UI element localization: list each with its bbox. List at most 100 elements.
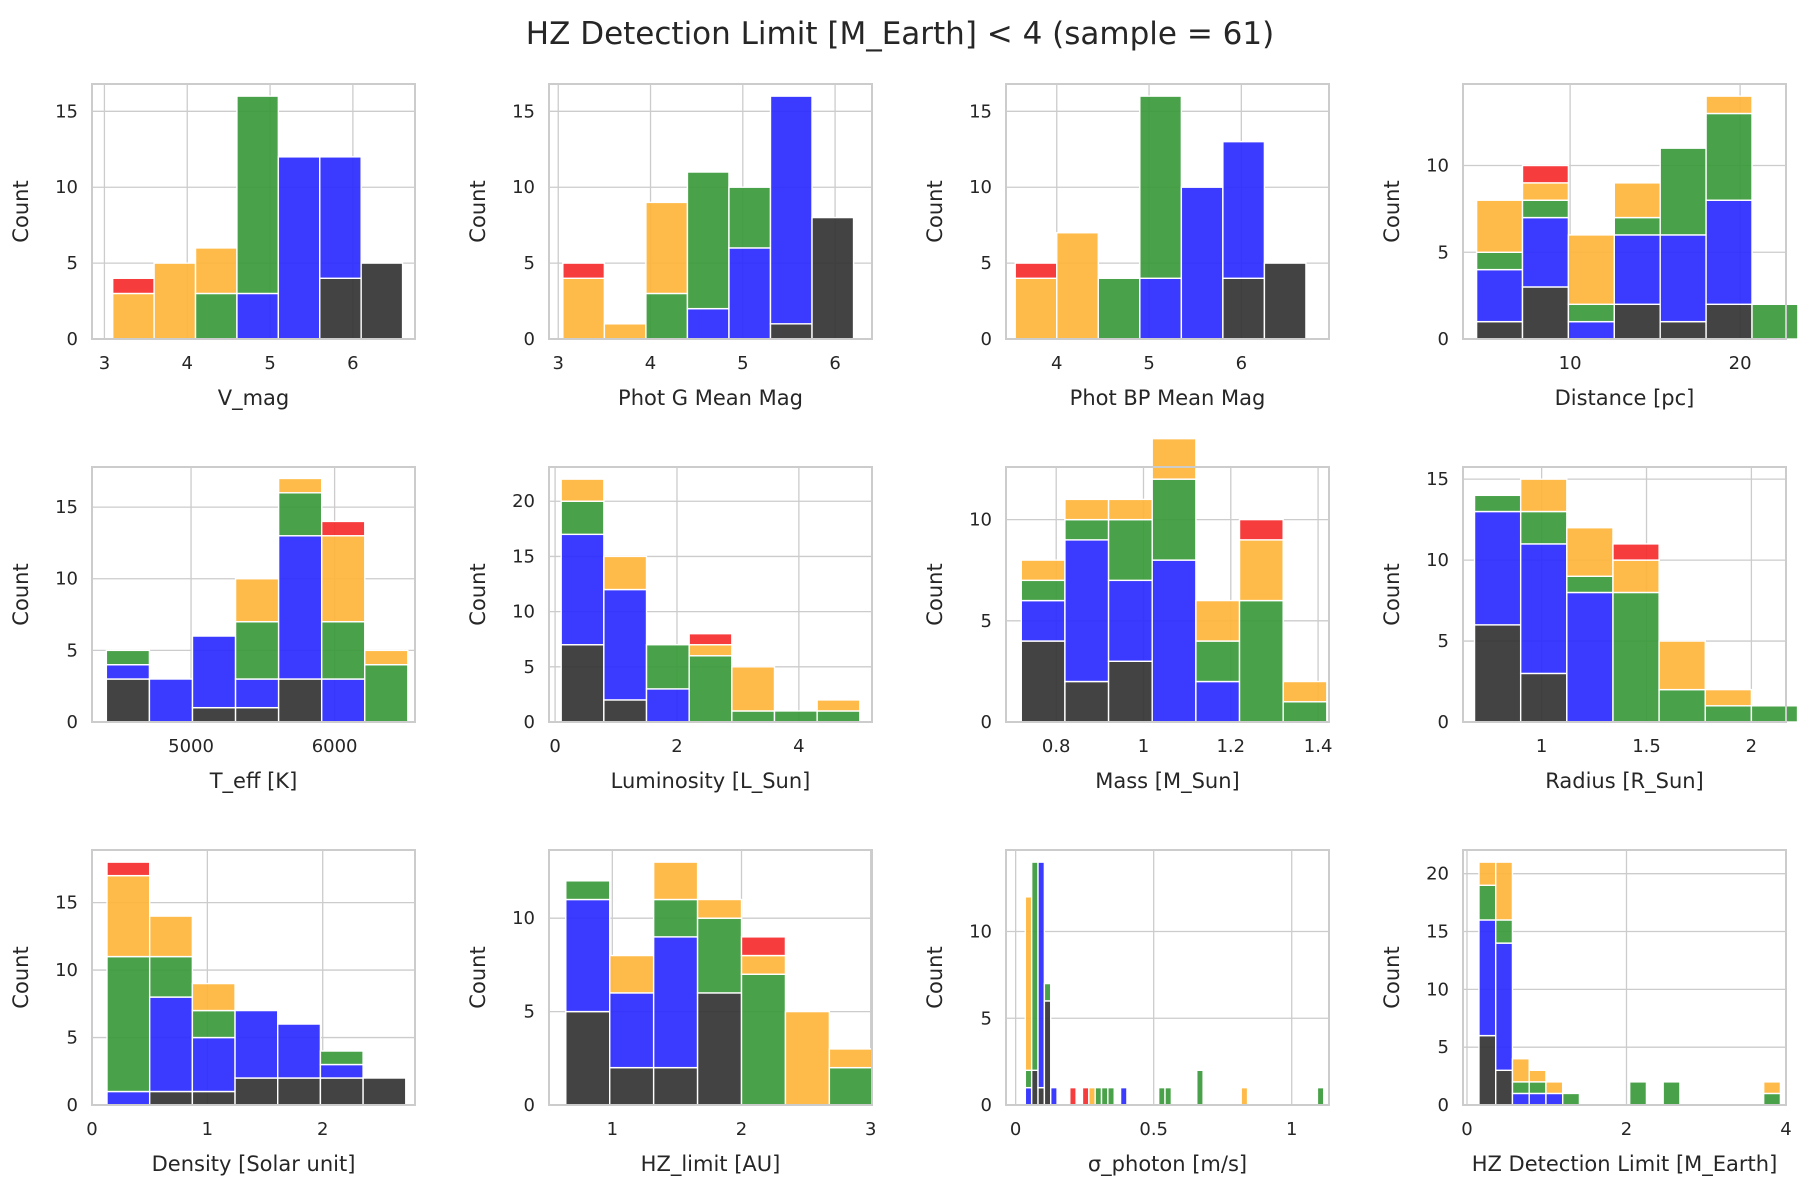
histogram-bar-green <box>731 710 776 723</box>
histogram-bar-orange <box>1282 680 1328 703</box>
histogram-bar-orange <box>277 477 323 494</box>
histogram-bar-green <box>652 898 699 938</box>
histogram-bar-green <box>560 500 605 536</box>
histogram-bar-black <box>319 277 362 340</box>
histogram-bar-green <box>194 292 238 340</box>
histogram-bar-orange <box>191 982 236 1012</box>
y-tick-label: 15 <box>55 497 78 518</box>
histogram-bar-black <box>1064 680 1110 723</box>
histogram-bar-red <box>1612 543 1660 561</box>
histogram-bar-blue <box>603 588 648 701</box>
x-tick-label: 10 <box>1559 353 1582 374</box>
y-tick-label: 10 <box>969 922 992 943</box>
histogram-bar-green <box>816 710 861 723</box>
y-tick-label: 5 <box>981 253 992 274</box>
histogram-bar-blue <box>191 635 237 709</box>
plot-frame <box>548 849 873 1106</box>
histogram-bar-orange <box>560 478 605 502</box>
x-tick-label: 5 <box>1143 353 1154 374</box>
histogram-bar-green <box>1064 518 1110 541</box>
histogram-bar-orange <box>1088 1086 1096 1106</box>
histogram-bar-green <box>1094 1086 1103 1106</box>
plot-frame <box>1462 849 1787 1106</box>
histogram-bar-blue <box>148 996 194 1093</box>
histogram-bar-green <box>1151 478 1197 561</box>
y-axis-label: Count <box>923 180 947 242</box>
histogram-bar-black <box>362 1077 407 1106</box>
histogram-bar-green <box>740 973 787 1106</box>
histogram-bar-black <box>105 678 151 723</box>
histogram-bar-green <box>1195 640 1241 683</box>
histogram-bar-green <box>696 917 743 994</box>
histogram-bar-orange <box>234 578 280 623</box>
y-axis-label: Count <box>9 563 33 625</box>
y-tick-label: 5 <box>524 253 535 274</box>
histogram-bar-blue <box>191 1036 236 1093</box>
histogram-bar-red <box>1521 164 1570 184</box>
x-tick-label: 2 <box>1746 736 1757 757</box>
histogram-bar-black <box>1020 640 1066 723</box>
histogram-bar-orange <box>106 874 151 958</box>
histogram-bar-green <box>105 649 151 666</box>
histogram-bar-black <box>319 1077 364 1106</box>
x-tick-label: 1 <box>1536 736 1547 757</box>
y-tick-label: 15 <box>55 101 78 122</box>
y-tick-label: 15 <box>1426 469 1449 490</box>
y-tick-label: 0 <box>981 329 992 350</box>
histogram-bar-green <box>191 1009 236 1039</box>
histogram-bar-black <box>1613 303 1661 340</box>
histogram-bar-blue <box>1705 199 1753 306</box>
histogram-bar-blue <box>1566 591 1614 723</box>
histogram-bar-black <box>652 1066 699 1106</box>
x-tick-label: 4 <box>1780 1119 1791 1140</box>
histogram-panel: 0 5 10 10 20 Distance [pc] Count <box>1380 83 1799 410</box>
histogram-bar-red <box>740 936 787 957</box>
y-axis-label: Count <box>9 180 33 242</box>
histogram-bar-black <box>277 1077 322 1106</box>
histogram-bar-green <box>686 171 730 310</box>
plot-frame <box>1005 849 1330 1106</box>
histogram-bar-red <box>562 262 606 279</box>
histogram-panel: 0 5 10 15 4 5 6 Phot BP Mean Mag Count <box>923 83 1330 410</box>
histogram-bar-blue <box>1139 277 1183 340</box>
x-tick-label: 4 <box>793 736 804 757</box>
histogram-bar-black <box>696 992 743 1106</box>
histogram-bar-orange <box>1658 640 1706 691</box>
y-axis-label: Count <box>1380 946 1404 1008</box>
histogram-bar-green <box>1475 251 1524 271</box>
x-tick-label: 0.5 <box>1139 1119 1168 1140</box>
histogram-bar-orange <box>1064 498 1110 521</box>
histogram-bar-green <box>1704 705 1753 723</box>
histogram-bar-green <box>1561 1092 1581 1106</box>
x-tick-label: 4 <box>182 353 193 374</box>
histogram-bar-black <box>1037 1086 1046 1106</box>
histogram-bar-green <box>1024 1069 1033 1089</box>
y-tick-label: 0 <box>981 1095 992 1116</box>
histogram-bar-orange <box>652 861 699 901</box>
histogram-bar-green <box>828 1066 874 1106</box>
histogram-bar-orange <box>1545 1081 1564 1095</box>
histogram-bar-blue <box>234 678 280 709</box>
y-axis-label: Count <box>1380 180 1404 242</box>
histogram-bar-black <box>1659 320 1707 340</box>
histogram-bar-green <box>1662 1081 1681 1106</box>
histogram-bar-orange <box>1024 896 1033 1072</box>
y-tick-label: 0 <box>67 1095 78 1116</box>
histogram-bar-orange <box>148 915 194 958</box>
histogram-bar-blue <box>1475 268 1524 323</box>
histogram-bar-orange <box>688 644 733 657</box>
histogram-bar-green <box>1613 216 1661 236</box>
histogram-bar-blue <box>769 95 813 325</box>
histogram-bar-green <box>1473 494 1522 513</box>
histogram-bar-green <box>728 186 772 249</box>
histogram-bar-orange <box>1521 182 1570 201</box>
histogram-bar-green <box>1659 147 1707 236</box>
histogram-bar-green <box>1316 1086 1325 1106</box>
histogram-bar-green <box>1567 303 1616 323</box>
histogram-bar-green <box>1750 705 1799 723</box>
histogram-bar-blue <box>277 156 321 340</box>
y-tick-label: 20 <box>512 491 535 512</box>
histogram-bar-green <box>1528 1081 1547 1095</box>
histogram-bar-blue <box>319 1063 364 1079</box>
